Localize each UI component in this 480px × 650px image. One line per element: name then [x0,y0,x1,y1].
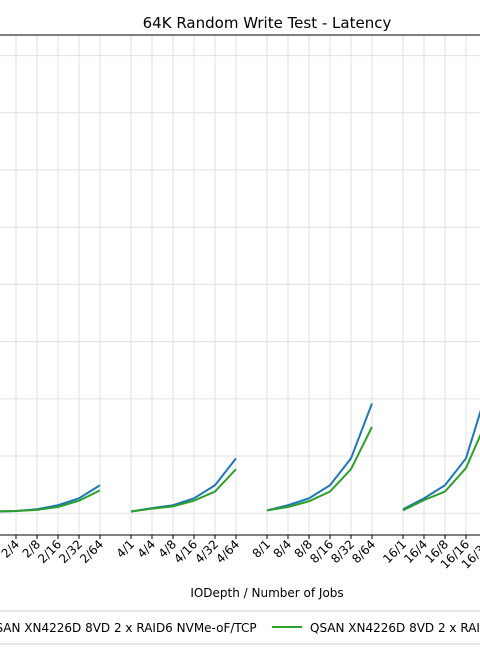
legend-label: QSAN XN4226D 8VD 2 x RAID5 NVMe-oF/TCP [310,621,480,635]
x-tick-label: 8/4 [271,537,295,561]
plot-area [0,35,480,535]
x-axis-label: IODepth / Number of Jobs [190,586,343,600]
x-tick-label: 4/1 [114,537,138,561]
x-tick-label: 2/64 [77,537,106,566]
x-tick-label: 2/4 [0,537,22,561]
x-tick-label: 4/64 [213,537,242,566]
series-line [0,426,480,513]
series-line [0,403,480,513]
legend-label: QSAN XN4226D 8VD 2 x RAID6 NVMe-oF/TCP [0,621,257,635]
chart-title: 64K Random Write Test - Latency [143,14,392,32]
x-tick-label: 8/64 [349,537,378,566]
x-tick-label: 4/4 [135,537,159,561]
legend-box [0,610,480,645]
x-tick-label: 8/1 [250,537,274,561]
